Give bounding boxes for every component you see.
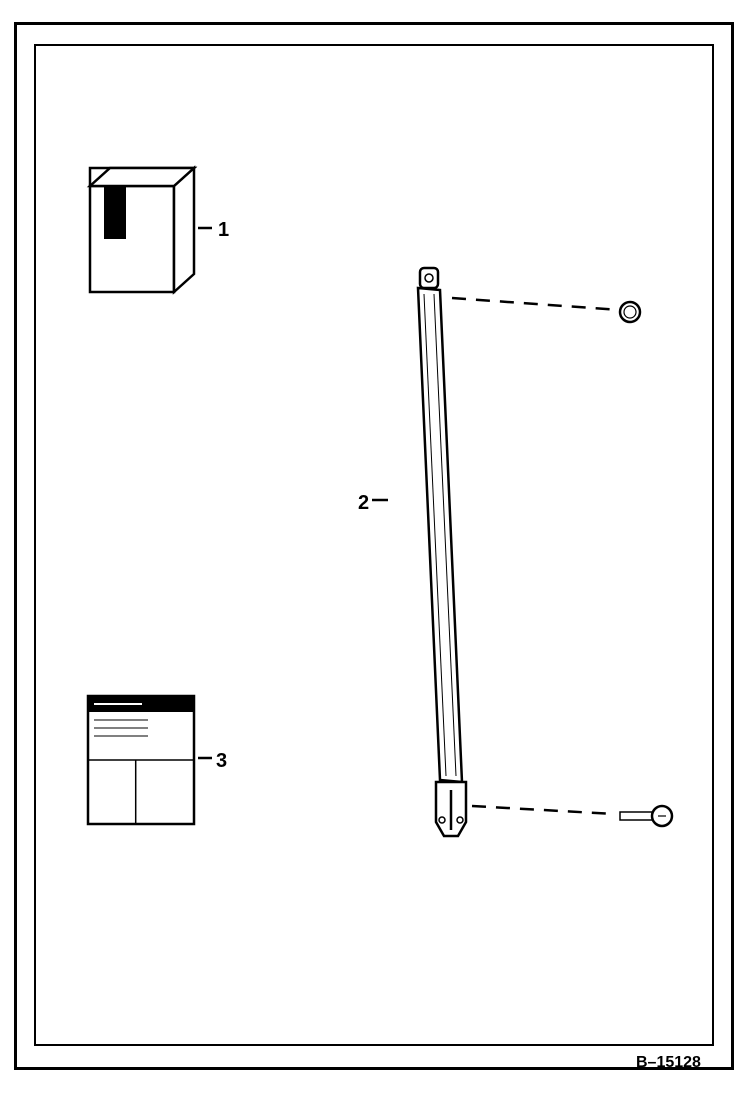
parts-diagram xyxy=(0,0,749,1097)
drawing-id: B–15128 xyxy=(636,1054,701,1072)
callout-1: 1 xyxy=(218,219,229,242)
callout-2: 2 xyxy=(358,492,369,515)
callout-3: 3 xyxy=(216,750,227,773)
page: 1 2 3 B–15128 xyxy=(0,0,749,1097)
